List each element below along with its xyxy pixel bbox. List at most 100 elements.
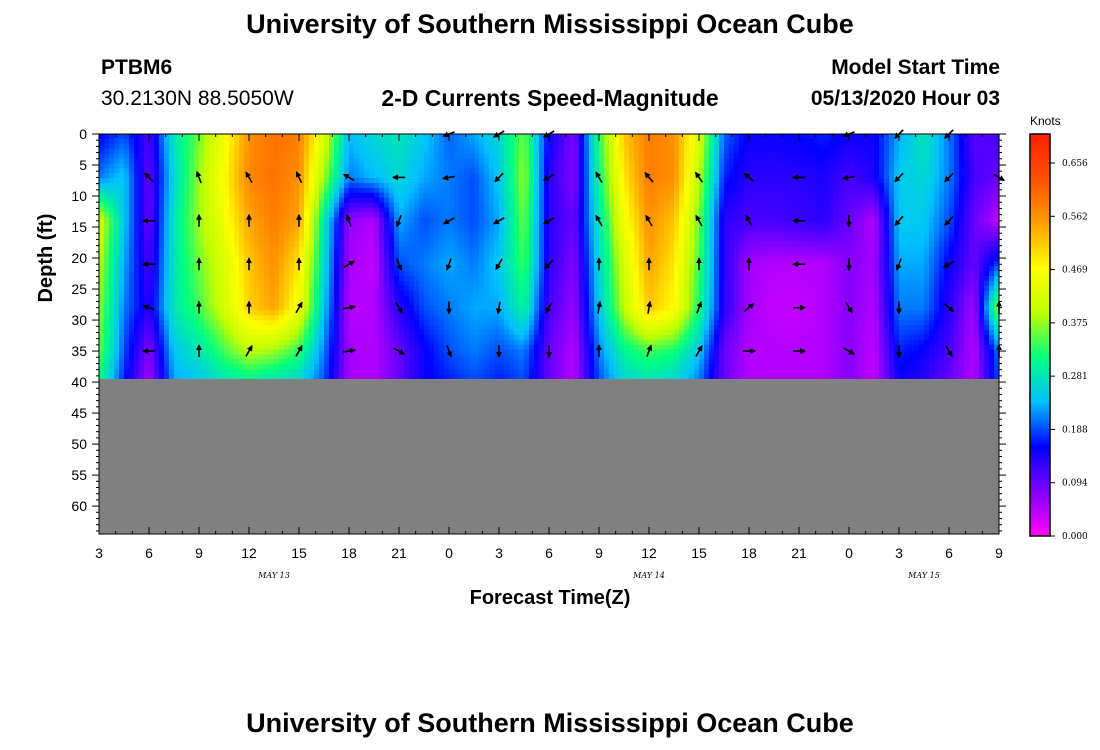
heatmap-cell: [309, 134, 315, 140]
heatmap-cell: [184, 138, 190, 145]
heatmap-cell: [894, 236, 900, 243]
heatmap-cell: [149, 197, 155, 204]
heatmap-cell: [439, 173, 445, 179]
heatmap-cell: [314, 236, 320, 243]
heatmap-cell: [169, 192, 175, 199]
heatmap-cell: [129, 222, 135, 228]
heatmap-cell: [304, 246, 310, 253]
heatmap-cell: [499, 266, 505, 272]
heatmap-cell: [374, 168, 380, 174]
heatmap-cell: [534, 178, 540, 184]
heatmap-cell: [169, 148, 175, 155]
heatmap-cell: [189, 227, 195, 233]
heatmap-cell: [169, 231, 175, 238]
heatmap-cell: [134, 163, 140, 169]
heatmap-cell: [724, 168, 730, 174]
heatmap-cell: [579, 261, 585, 267]
heatmap-cell: [724, 261, 730, 267]
heatmap-cell: [864, 153, 870, 160]
heatmap-cell: [769, 168, 775, 174]
heatmap-cell: [969, 231, 975, 238]
heatmap-cell: [769, 236, 775, 243]
heatmap-cell: [904, 227, 910, 233]
heatmap-cell: [674, 153, 680, 160]
heatmap-cell: [509, 192, 515, 199]
heatmap-cell: [969, 143, 975, 150]
heatmap-cell: [179, 212, 185, 218]
heatmap-cell: [979, 256, 985, 262]
heatmap-cell: [194, 158, 200, 164]
heatmap-cell: [699, 212, 705, 218]
heatmap-cell: [704, 168, 710, 174]
heatmap-cell: [809, 261, 815, 267]
heatmap-cell: [129, 246, 135, 253]
heatmap-cell: [714, 202, 720, 209]
heatmap-cell: [739, 182, 745, 189]
heatmap-cell: [709, 192, 715, 199]
heatmap-cell: [384, 227, 390, 233]
heatmap-cell: [294, 168, 300, 174]
heatmap-cell: [209, 187, 215, 194]
heatmap-cell: [799, 197, 805, 204]
heatmap-cell: [629, 241, 635, 248]
heatmap-cell: [274, 158, 280, 164]
heatmap-cell: [234, 138, 240, 145]
heatmap-cell: [639, 202, 645, 209]
heatmap-cell: [599, 153, 605, 160]
heatmap-cell: [679, 138, 685, 145]
heatmap-cell: [569, 173, 575, 179]
heatmap-cell: [394, 251, 400, 258]
heatmap-cell: [454, 212, 460, 218]
heatmap-cell: [489, 197, 495, 204]
heatmap-cell: [539, 153, 545, 160]
heatmap-cell: [724, 222, 730, 228]
heatmap-cell: [569, 138, 575, 145]
heatmap-cell: [609, 212, 615, 218]
heatmap-cell: [829, 207, 835, 213]
heatmap-cell: [629, 168, 635, 174]
heatmap-cell: [939, 182, 945, 189]
heatmap-cell: [474, 192, 480, 199]
heatmap-cell: [434, 212, 440, 218]
heatmap-cell: [464, 143, 470, 150]
heatmap-cell: [174, 153, 180, 160]
heatmap-cell: [259, 138, 265, 145]
heatmap-cell: [139, 168, 145, 174]
heatmap-cell: [119, 163, 125, 169]
heatmap-cell: [104, 192, 110, 199]
heatmap-cell: [489, 192, 495, 199]
heatmap-cell: [619, 158, 625, 164]
heatmap-cell: [534, 266, 540, 272]
heatmap-cell: [939, 197, 945, 204]
heatmap-cell: [429, 163, 435, 169]
heatmap-cell: [444, 138, 450, 145]
heatmap-cell: [509, 134, 515, 140]
heatmap-cell: [219, 261, 225, 267]
heatmap-cell: [199, 212, 205, 218]
heatmap-cell: [354, 163, 360, 169]
heatmap-cell: [879, 227, 885, 233]
heatmap-cell: [919, 143, 925, 150]
heatmap-cell: [949, 241, 955, 248]
heatmap-cell: [474, 246, 480, 253]
heatmap-cell: [799, 231, 805, 238]
heatmap-cell: [244, 246, 250, 253]
heatmap-cell: [589, 266, 595, 272]
heatmap-cell: [524, 251, 530, 258]
heatmap-cell: [604, 163, 610, 169]
heatmap-cell: [949, 227, 955, 233]
heatmap-cell: [199, 138, 205, 145]
heatmap-cell: [889, 148, 895, 155]
heatmap-cell: [259, 202, 265, 209]
heatmap-cell: [529, 202, 535, 209]
heatmap-cell: [719, 246, 725, 253]
heatmap-cell: [984, 261, 990, 267]
heatmap-cell: [349, 202, 355, 209]
heatmap-cell: [724, 163, 730, 169]
heatmap-cell: [339, 178, 345, 184]
heatmap-cell: [109, 261, 115, 267]
heatmap-cell: [394, 197, 400, 204]
heatmap-cell: [179, 168, 185, 174]
heatmap-cell: [399, 163, 405, 169]
heatmap-cell: [134, 158, 140, 164]
